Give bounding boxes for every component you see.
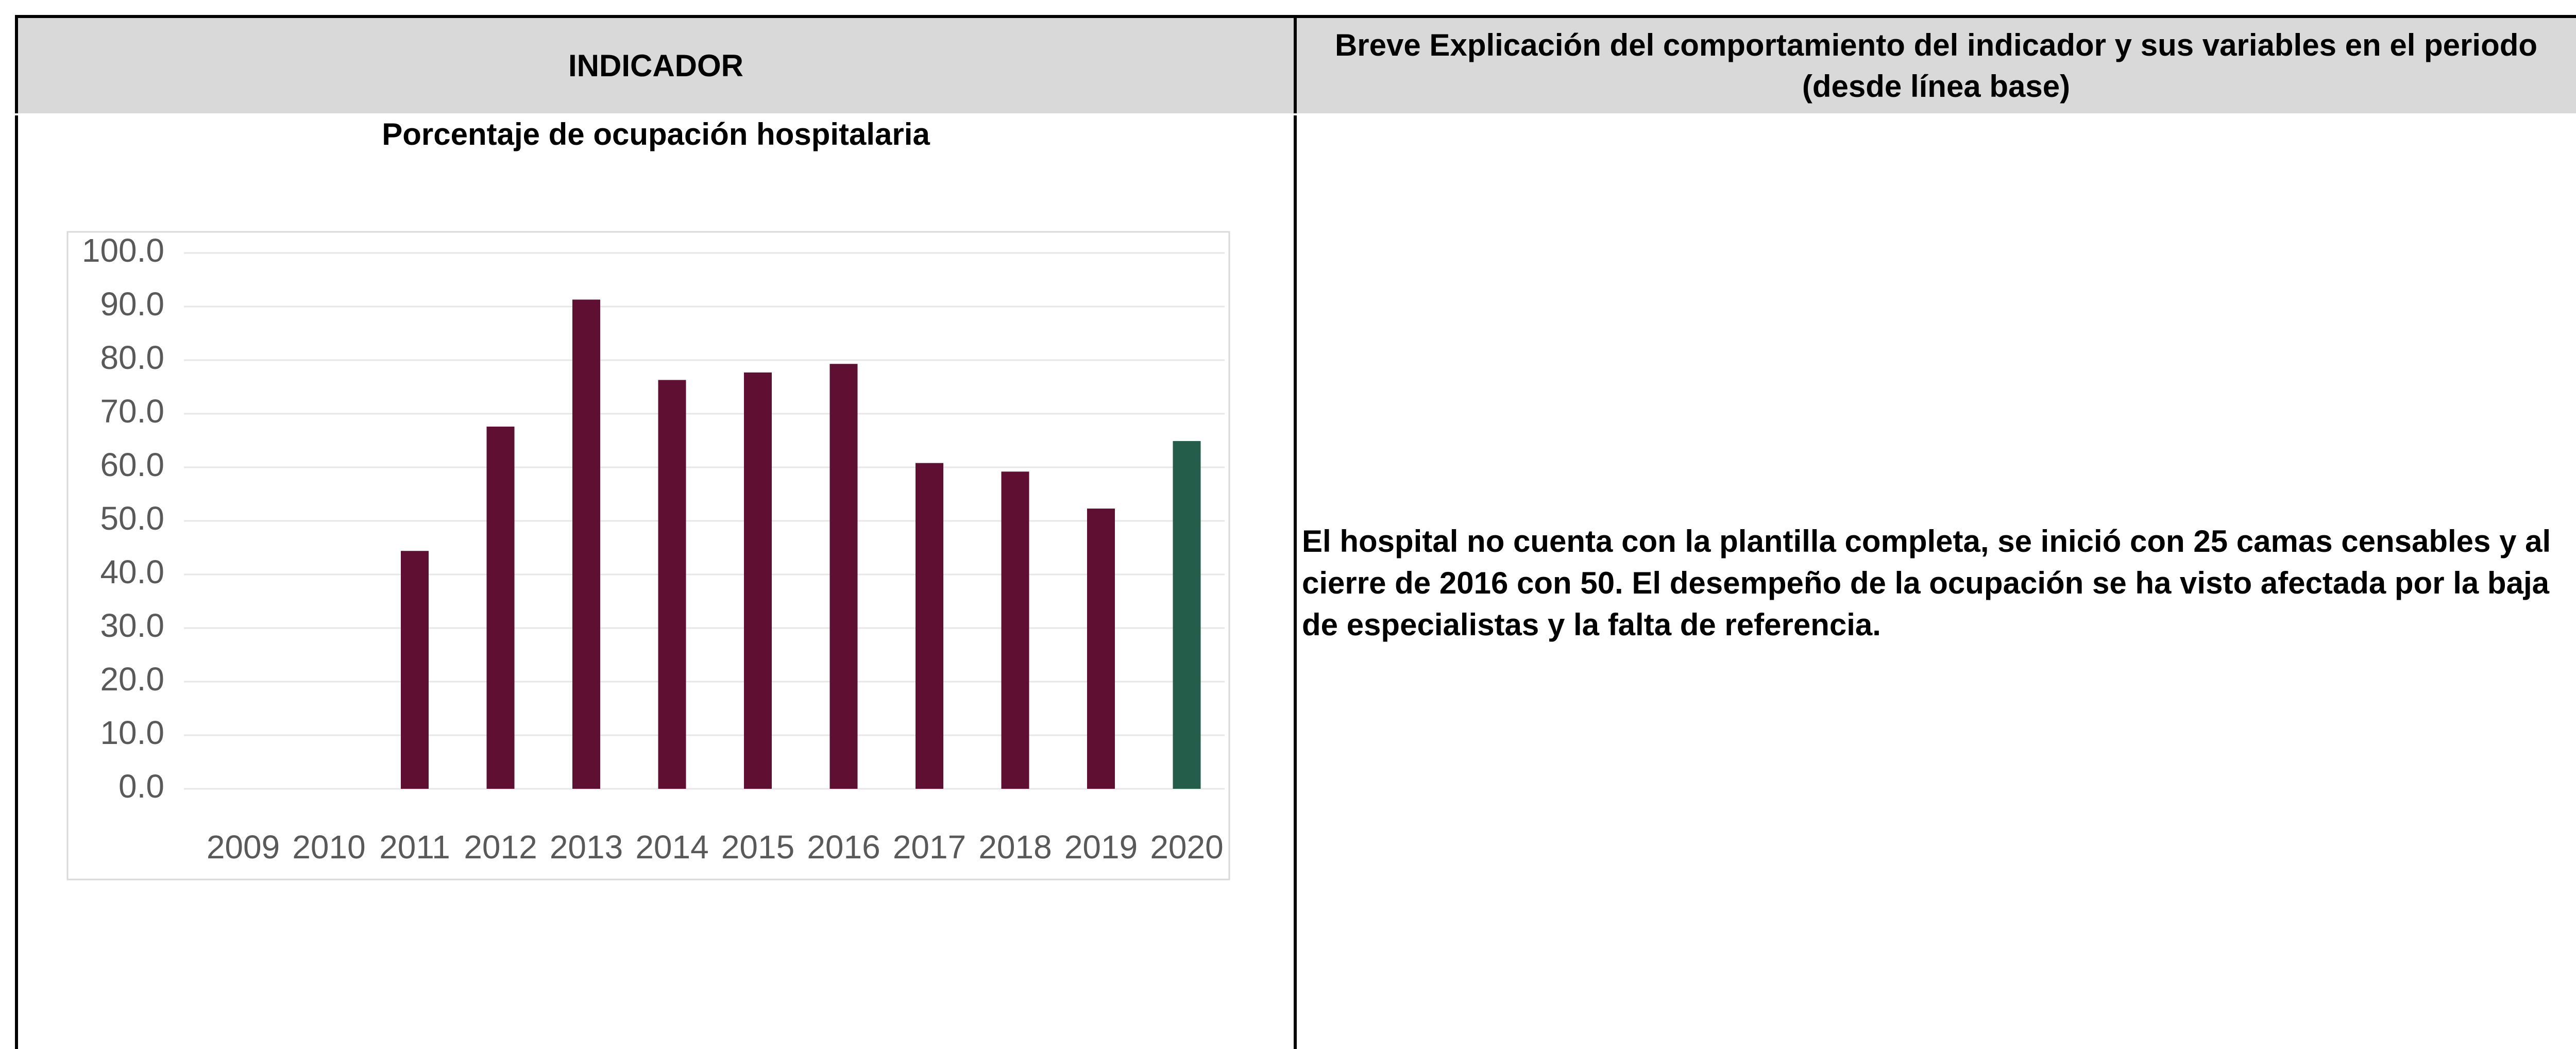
- x-tick-label: 2017: [893, 828, 966, 866]
- border: [1294, 15, 1297, 1049]
- x-tick-label: 2014: [635, 828, 708, 866]
- bar: [744, 372, 772, 789]
- bar: [916, 463, 943, 789]
- x-tick-label: 2020: [1150, 828, 1223, 866]
- bar: [1173, 441, 1201, 789]
- y-tick-label: 50.0: [100, 500, 164, 537]
- x-tick-label: 2009: [207, 828, 280, 866]
- bar: [1001, 471, 1029, 789]
- x-tick-label: 2015: [721, 828, 794, 866]
- x-tick-label: 2016: [807, 828, 880, 866]
- bar: [486, 426, 515, 789]
- bar: [401, 551, 429, 789]
- y-tick-label: 40.0: [100, 553, 164, 590]
- bar: [658, 380, 686, 789]
- y-tick-label: 70.0: [100, 393, 164, 430]
- y-tick-label: 20.0: [100, 661, 164, 698]
- chart-area: [66, 231, 1230, 881]
- bar: [1087, 509, 1115, 789]
- chart-title: Porcentaje de ocupación hospitalaria: [382, 117, 930, 151]
- bar: [572, 299, 600, 789]
- x-tick-label: 2019: [1064, 828, 1138, 866]
- x-tick-label: 2013: [550, 828, 623, 866]
- y-tick-label: 10.0: [100, 714, 164, 751]
- y-tick-label: 30.0: [100, 607, 164, 644]
- y-tick-label: 60.0: [100, 446, 164, 483]
- border: [15, 15, 18, 1049]
- y-tick-label: 100.0: [82, 232, 164, 269]
- explanation: El hospital no cuenta con la plantilla c…: [1302, 524, 2551, 642]
- bar: [829, 364, 858, 789]
- x-tick-label: 2010: [292, 828, 365, 866]
- y-tick-label: 90.0: [100, 285, 164, 323]
- header-cell: Breve Explicación del comportamiento del…: [1295, 16, 2576, 115]
- border: [15, 15, 2576, 18]
- y-tick-label: 0.0: [118, 768, 164, 805]
- x-tick-label: 2011: [379, 828, 450, 866]
- chart: Porcentaje de ocupación hospitalaria 0.0…: [66, 117, 1230, 881]
- x-tick-label: 2012: [464, 828, 537, 866]
- border: [15, 113, 2576, 115]
- header-cell: INDICADOR: [16, 16, 1295, 115]
- y-tick-label: 80.0: [100, 339, 164, 376]
- x-tick-label: 2018: [978, 828, 1052, 866]
